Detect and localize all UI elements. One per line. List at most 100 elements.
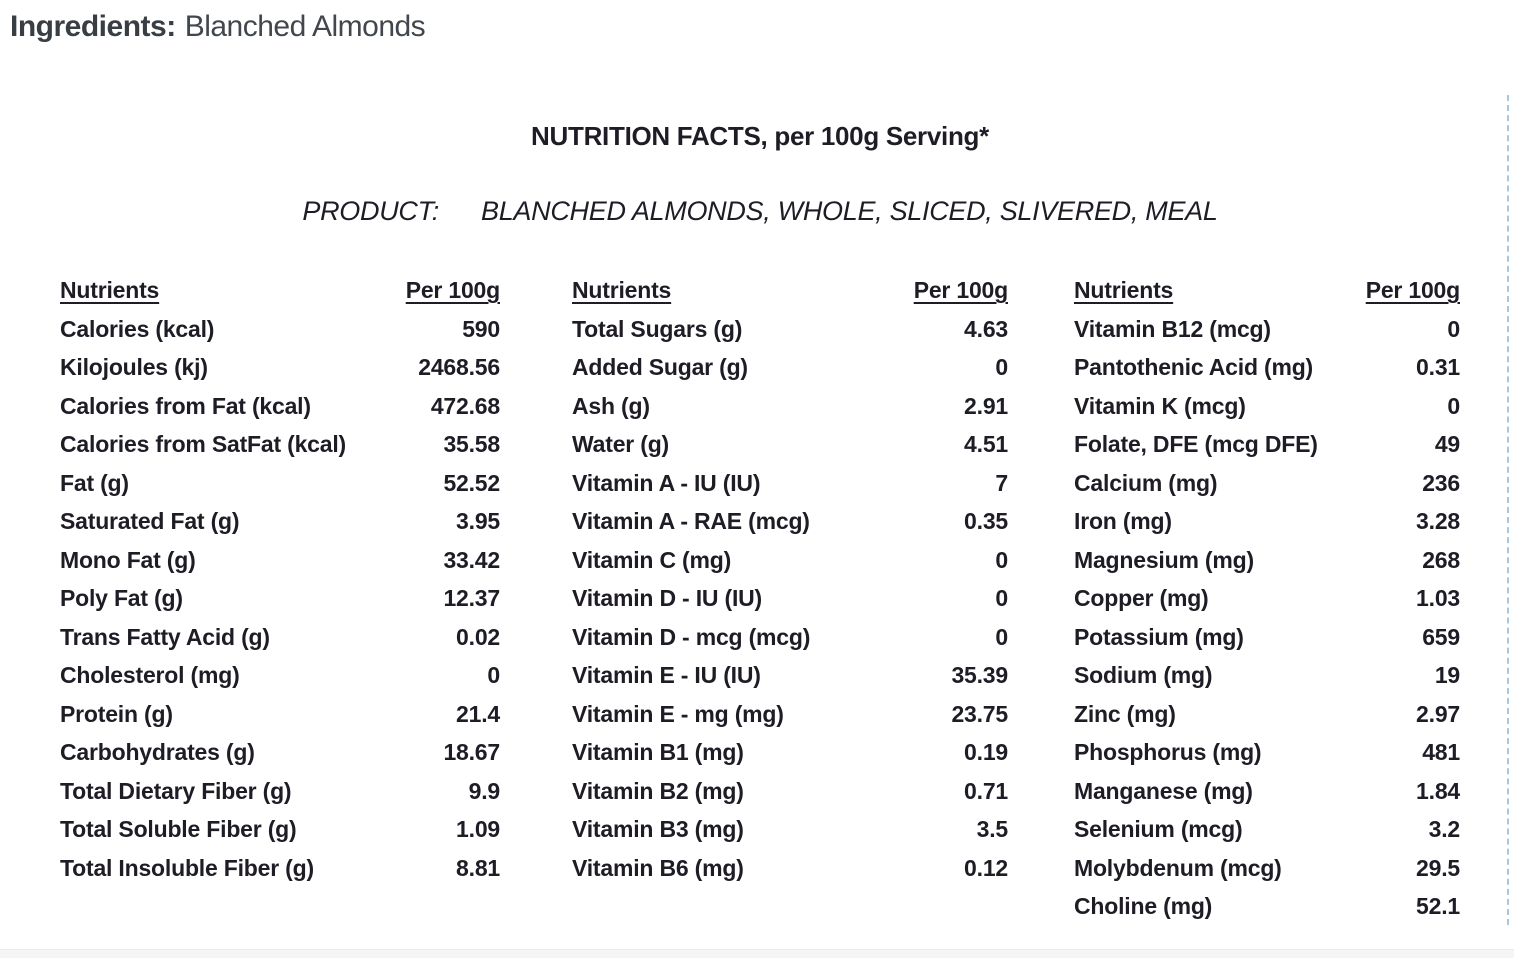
nutrient-name: Calories from Fat (kcal) xyxy=(60,392,311,419)
per-100g-header: Per 100g xyxy=(1365,277,1461,303)
nutrient-value: 2.97 xyxy=(1416,700,1460,727)
ingredients-line: Ingredients: Blanched Almonds xyxy=(10,10,426,44)
nutrient-value: 33.42 xyxy=(443,546,500,573)
nutrient-value: 0.12 xyxy=(964,854,1008,881)
nutrient-name: Poly Fat (g) xyxy=(60,585,183,611)
nutrients-header: Nutrients xyxy=(60,277,160,303)
nutrient-value: 2.91 xyxy=(964,392,1008,419)
nutrient-value: 52.52 xyxy=(443,469,500,496)
nutrient-value: 0 xyxy=(995,623,1008,650)
nutrient-value: 4.63 xyxy=(964,315,1008,342)
nutrient-value: 0.71 xyxy=(964,777,1008,804)
nutrient-name: Manganese (mg) xyxy=(1074,777,1253,804)
nutrient-value: 18.67 xyxy=(443,739,500,765)
nutrient-name: Total Dietary Fiber (g) xyxy=(60,777,292,804)
nutrient-name: Added Sugar (g) xyxy=(572,354,748,380)
table-row: Pantothenic Acid (mg) 0.31 xyxy=(1074,348,1460,387)
table-row: Carbohydrates (g) 18.67 xyxy=(60,733,500,772)
table-row: Manganese (mg) 1.84 xyxy=(1074,772,1460,811)
table-row: Vitamin K (mcg) 0 xyxy=(1074,387,1460,426)
nutrient-name: Vitamin A - IU (IU) xyxy=(572,469,761,496)
nutrient-value: 0.31 xyxy=(1416,354,1460,380)
nutrient-name: Vitamin E - mg (mg) xyxy=(572,700,784,727)
nutrient-name: Iron (mg) xyxy=(1074,508,1172,534)
nutrient-value: 4.51 xyxy=(964,431,1008,457)
nutrient-value: 590 xyxy=(462,315,500,342)
table-row: Vitamin B2 (mg) 0.71 xyxy=(572,772,1008,811)
table-row: Poly Fat (g) 12.37 xyxy=(60,579,500,618)
table-row: Choline (mg) 52.1 xyxy=(1074,887,1460,926)
nutrient-value: 35.58 xyxy=(443,431,500,457)
nutrient-name: Vitamin B2 (mg) xyxy=(572,777,744,804)
table-row: Added Sugar (g) 0 xyxy=(572,348,1008,387)
nutrient-value: 3.28 xyxy=(1416,508,1460,534)
nutrient-value: 0 xyxy=(995,585,1008,611)
nutrient-value: 0 xyxy=(1447,392,1460,419)
table-row: Vitamin E - mg (mg) 23.75 xyxy=(572,695,1008,734)
ingredients-label: Ingredients: xyxy=(10,10,176,43)
table-row: Mono Fat (g) 33.42 xyxy=(60,541,500,580)
nutrient-column-3: Nutrients Per 100g Vitamin B12 (mcg) 0 Panto… xyxy=(1074,271,1460,926)
nutrient-name: Vitamin A - RAE (mcg) xyxy=(572,508,810,534)
nutrient-name: Choline (mg) xyxy=(1074,893,1213,919)
table-row: Fat (g) 52.52 xyxy=(60,464,500,503)
table-row: Water (g) 4.51 xyxy=(572,425,1008,464)
nutrient-value: 1.09 xyxy=(456,816,500,842)
nutrient-column-1: Nutrients Per 100g Calories (kcal) 590 Kiloj… xyxy=(60,271,500,887)
nutrient-value: 3.2 xyxy=(1428,816,1461,842)
table-row: Vitamin B12 (mcg) 0 xyxy=(1074,310,1460,349)
table-row: Saturated Fat (g) 3.95 xyxy=(60,502,500,541)
nutrient-value: 21.4 xyxy=(456,700,500,727)
table-row: Protein (g) 21.4 xyxy=(60,695,500,734)
nutrient-name: Saturated Fat (g) xyxy=(60,508,240,534)
nutrient-value: 52.1 xyxy=(1416,893,1460,919)
nutrient-value: 12.37 xyxy=(443,585,500,611)
nutrient-name: Protein (g) xyxy=(60,700,173,727)
nutrient-name: Trans Fatty Acid (g) xyxy=(60,623,270,650)
nutrient-value: 0 xyxy=(487,662,500,688)
nutrient-name: Vitamin D - IU (IU) xyxy=(572,585,763,611)
nutrient-value: 9.9 xyxy=(468,777,501,804)
nutrient-name: Phosphorus (mg) xyxy=(1074,739,1262,765)
table-row: Vitamin B6 (mg) 0.12 xyxy=(572,849,1008,888)
nutrient-name: Vitamin B1 (mg) xyxy=(572,739,744,765)
table-row: Calories from SatFat (kcal) 35.58 xyxy=(60,425,500,464)
nutrient-value: 3.95 xyxy=(456,508,500,534)
per-100g-header: Per 100g xyxy=(913,277,1009,303)
table-row: Vitamin E - IU (IU) 35.39 xyxy=(572,656,1008,695)
nutrient-value: 2468.56 xyxy=(418,354,500,380)
nutrient-columns: Nutrients Per 100g Calories (kcal) 590 Kiloj… xyxy=(60,271,1460,926)
bottom-strip xyxy=(0,949,1514,958)
table-row: Vitamin A - IU (IU) 7 xyxy=(572,464,1008,503)
nutrient-name: Mono Fat (g) xyxy=(60,546,196,573)
table-row: Calories (kcal) 590 xyxy=(60,310,500,349)
table-row: Trans Fatty Acid (g) 0.02 xyxy=(60,618,500,657)
nutrient-name: Folate, DFE (mcg DFE) xyxy=(1074,431,1318,457)
nutrient-name: Vitamin C (mg) xyxy=(572,546,732,573)
nutrient-name: Calcium (mg) xyxy=(1074,469,1218,496)
nutrient-name: Molybdenum (mcg) xyxy=(1074,854,1282,881)
table-row: Vitamin D - IU (IU) 0 xyxy=(572,579,1008,618)
nutrient-value: 659 xyxy=(1422,623,1460,650)
table-row: Cholesterol (mg) 0 xyxy=(60,656,500,695)
nutrient-name: Water (g) xyxy=(572,431,670,457)
nutrient-value: 0.35 xyxy=(964,508,1008,534)
table-row: Total Dietary Fiber (g) 9.9 xyxy=(60,772,500,811)
nutrient-value: 23.75 xyxy=(951,700,1008,727)
column-header-row: Nutrients Per 100g xyxy=(60,271,500,310)
nutrient-value: 0 xyxy=(1447,315,1460,342)
nutrient-name: Pantothenic Acid (mg) xyxy=(1074,354,1314,380)
nutrient-name: Total Sugars (g) xyxy=(572,315,743,342)
nutrient-name: Fat (g) xyxy=(60,469,129,496)
table-row: Molybdenum (mcg) 29.5 xyxy=(1074,849,1460,888)
nutrient-name: Total Insoluble Fiber (g) xyxy=(60,854,314,881)
table-row: Total Soluble Fiber (g) 1.09 xyxy=(60,810,500,849)
nutrient-value: 0 xyxy=(995,354,1008,380)
product-value: BLANCHED ALMONDS, WHOLE, SLICED, SLIVERE… xyxy=(481,196,1218,226)
nutrient-name: Zinc (mg) xyxy=(1074,700,1176,727)
nutrient-name: Calories from SatFat (kcal) xyxy=(60,431,347,457)
nutrient-name: Carbohydrates (g) xyxy=(60,739,255,765)
nutrient-name: Magnesium (mg) xyxy=(1074,546,1254,573)
nutrient-name: Selenium (mcg) xyxy=(1074,816,1243,842)
nutrient-name: Sodium (mg) xyxy=(1074,662,1213,688)
